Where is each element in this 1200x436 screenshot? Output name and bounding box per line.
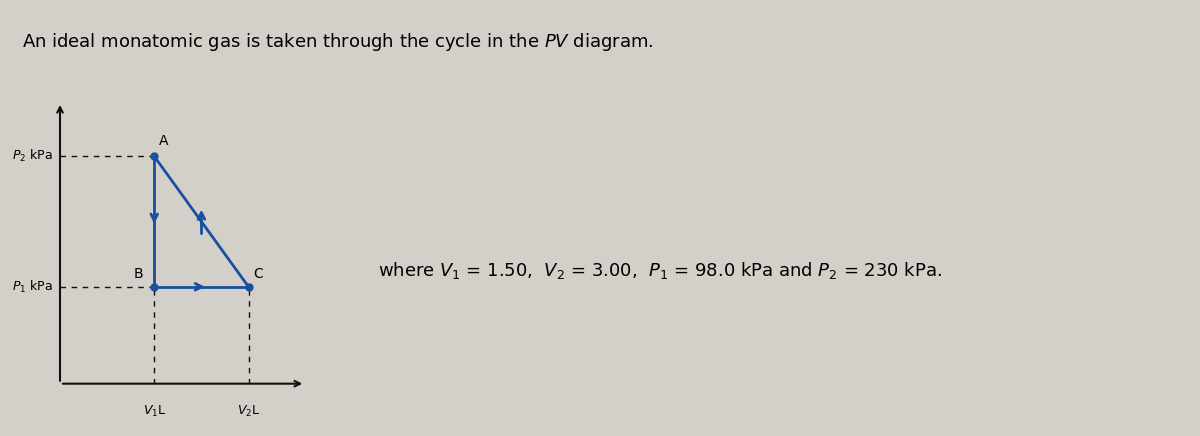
Text: $V_2$L: $V_2$L [236,403,260,419]
Text: $V_1$L: $V_1$L [143,403,166,419]
Text: $P_1$ kPa: $P_1$ kPa [12,279,53,295]
Text: $P_2$ kPa: $P_2$ kPa [12,148,53,164]
Text: where $V_1$ = 1.50,  $V_2$ = 3.00,  $P_1$ = 98.0 kPa and $P_2$ = 230 kPa.: where $V_1$ = 1.50, $V_2$ = 3.00, $P_1$ … [378,260,942,281]
Text: B: B [133,267,143,281]
Text: An ideal monatomic gas is taken through the cycle in the $\mathit{PV}$ diagram.: An ideal monatomic gas is taken through … [22,31,653,52]
Text: A: A [160,134,169,149]
Text: C: C [253,267,263,281]
